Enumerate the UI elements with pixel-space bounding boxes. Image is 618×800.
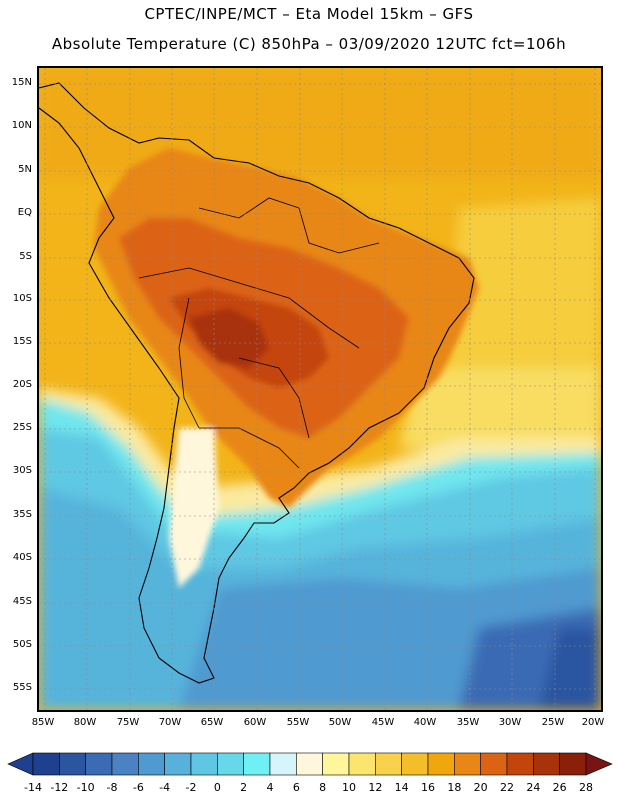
temperature-colorbar: -14 -12 -10 -8 -6 -4 -2 0 2 4 6 8 10 12 14 16 18 20 22 24 26…: [7, 752, 613, 794]
map-title-line-1: CPTEC/INPE/MCT – Eta Model 15km – GFS: [144, 5, 474, 23]
colorbar-tick-label: 12: [368, 781, 382, 794]
colorbar-tick-label: 8: [319, 781, 326, 794]
colorbar-tick-label: 20: [474, 781, 488, 794]
colorbar-swatch: [375, 752, 402, 776]
lon-label-85w: 85W: [31, 717, 55, 728]
lat-label-5s: 5S: [19, 251, 32, 262]
lat-label-eq: EQ: [17, 207, 32, 218]
temperature-map: [37, 66, 603, 712]
lon-label-40w: 40W: [413, 717, 437, 728]
colorbar-swatch: [322, 752, 350, 776]
colorbar-tick-label: -2: [186, 781, 197, 794]
colorbar-swatch: [111, 752, 139, 776]
colorbar-swatch: [296, 752, 323, 776]
colorbar-tick-label: 2: [240, 781, 247, 794]
colorbar-tick-label: -6: [133, 781, 144, 794]
colorbar-labels: -14 -12 -10 -8 -6 -4 -2 0 2 4 6 8 10 12 14 16 18 20 22 24 26…: [24, 781, 593, 794]
lon-label-65w: 65W: [200, 717, 224, 728]
colorbar-swatch: [85, 752, 113, 776]
lat-label-10s: 10S: [12, 293, 32, 304]
colorbar-tick-label: 0: [214, 781, 221, 794]
colorbar-swatch: [533, 752, 560, 776]
colorbar-swatch: [559, 752, 587, 776]
coastline: [39, 82, 475, 684]
lat-label-10n: 10N: [11, 120, 32, 131]
colorbar-swatch: [348, 752, 376, 776]
lat-label-35s: 35S: [12, 509, 32, 520]
lon-label-20w: 20W: [581, 717, 605, 728]
lon-label-70w: 70W: [158, 717, 182, 728]
lat-label-25s: 25S: [12, 422, 32, 433]
lon-label-60w: 60W: [243, 717, 267, 728]
lat-label-55s: 55S: [12, 682, 32, 693]
colorbar-tick-label: 10: [342, 781, 356, 794]
colorbar-swatch: [454, 752, 481, 776]
colorbar-swatch: [269, 752, 297, 776]
country-borders: [138, 197, 380, 469]
colorbar-swatch: [217, 752, 244, 776]
colorbar-swatches: [7, 752, 613, 776]
temperature-shading: [39, 68, 601, 710]
colorbar-tick-label: 4: [267, 781, 274, 794]
lat-label-20s: 20S: [12, 379, 32, 390]
colorbar-over-arrow: [585, 752, 613, 776]
colorbar-tick-label: -12: [50, 781, 68, 794]
colorbar-swatch: [427, 752, 455, 776]
lon-label-75w: 75W: [116, 717, 140, 728]
map-title-line-2: Absolute Temperature (C) 850hPa – 03/09/…: [51, 35, 567, 53]
colorbar-swatch: [401, 752, 429, 776]
colorbar-tick-label: -10: [77, 781, 95, 794]
continent-heat: [94, 148, 479, 588]
lat-label-40s: 40S: [12, 552, 32, 563]
lat-label-50s: 50S: [12, 639, 32, 650]
colorbar-tick-label: 26: [553, 781, 567, 794]
colorbar-tick-label: 18: [447, 781, 461, 794]
colorbar-swatch: [138, 752, 165, 776]
lat-label-45s: 45S: [12, 596, 32, 607]
graticule: [39, 68, 601, 710]
lon-label-45w: 45W: [371, 717, 395, 728]
colorbar-under-arrow: [7, 752, 34, 776]
colorbar-tick-label: 22: [500, 781, 514, 794]
colorbar-tick-label: 24: [526, 781, 540, 794]
colorbar-swatch: [480, 752, 508, 776]
colorbar-tick-label: -4: [159, 781, 170, 794]
lon-label-25w: 25W: [541, 717, 565, 728]
temperature-field: [39, 68, 601, 710]
lon-label-35w: 35W: [456, 717, 480, 728]
colorbar-swatch: [190, 752, 218, 776]
lat-label-30s: 30S: [12, 465, 32, 476]
colorbar-swatch: [243, 752, 271, 776]
colorbar-tick-label: -14: [24, 781, 42, 794]
lat-label-15n: 15N: [11, 77, 32, 88]
colorbar-tick-label: 28: [579, 781, 593, 794]
colorbar-swatch: [32, 752, 60, 776]
colorbar-swatch: [506, 752, 534, 776]
lon-label-55w: 55W: [286, 717, 310, 728]
lat-label-5n: 5N: [18, 164, 32, 175]
colorbar-tick-label: 6: [293, 781, 300, 794]
colorbar-swatch: [59, 752, 86, 776]
lon-label-50w: 50W: [328, 717, 352, 728]
lon-label-30w: 30W: [498, 717, 522, 728]
lat-label-15s: 15S: [12, 336, 32, 347]
colorbar-tick-label: 16: [421, 781, 435, 794]
colorbar-tick-label: 14: [395, 781, 409, 794]
colorbar-tick-label: -8: [107, 781, 118, 794]
lon-label-80w: 80W: [73, 717, 97, 728]
colorbar-swatch: [164, 752, 192, 776]
